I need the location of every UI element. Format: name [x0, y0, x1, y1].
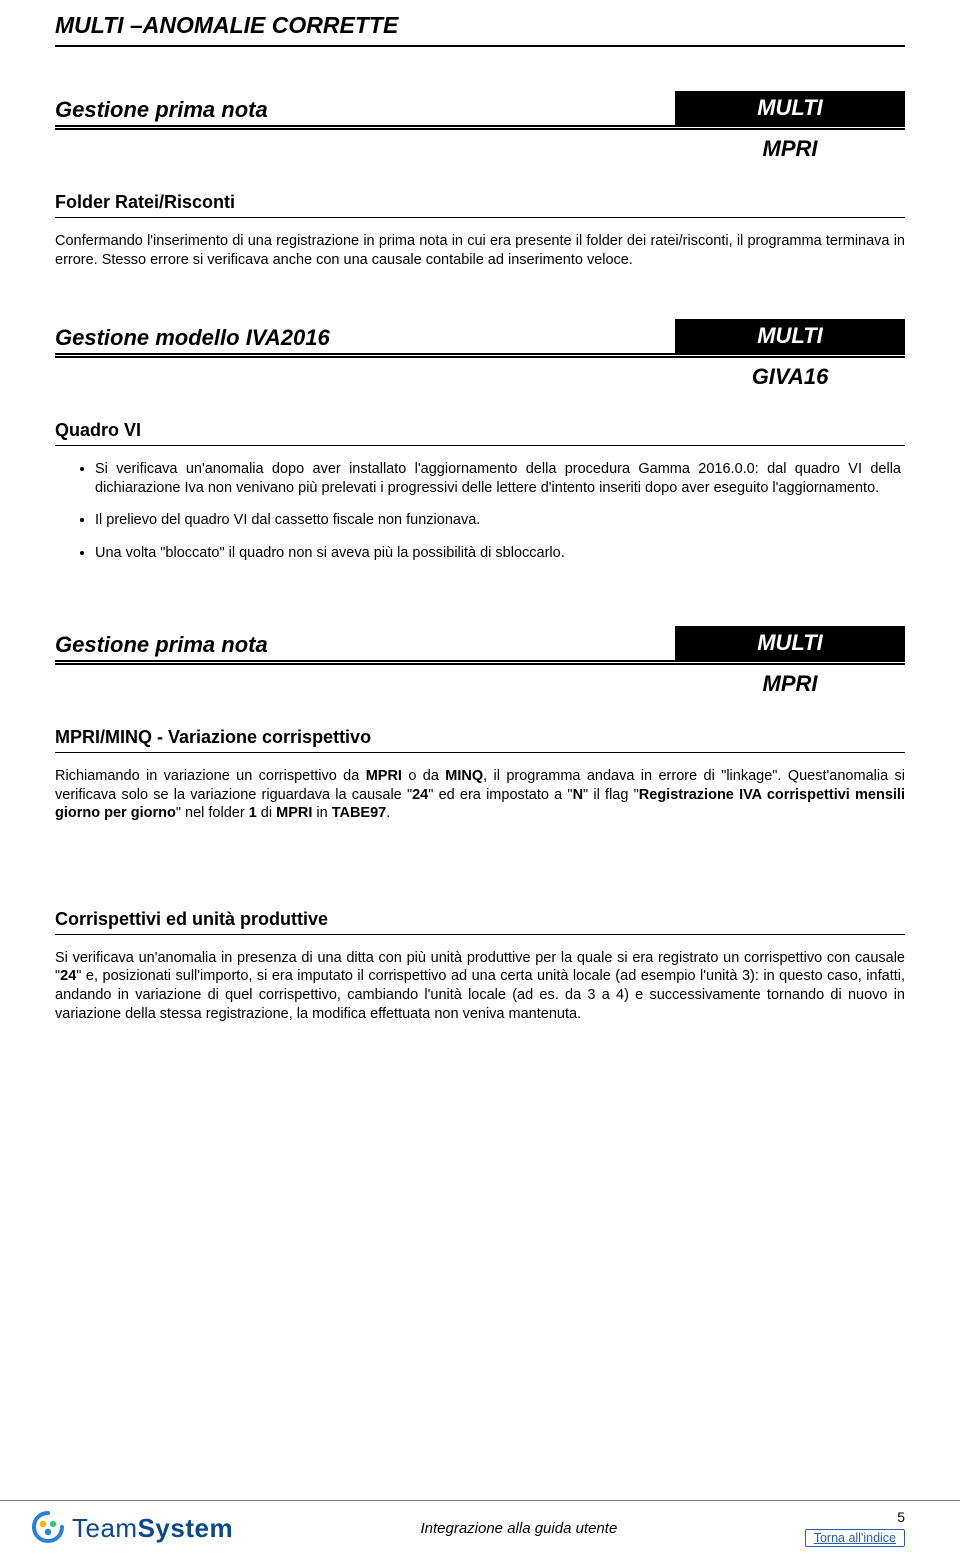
module-subcode: MPRI [675, 130, 905, 166]
section-title: Gestione prima nota [55, 91, 268, 125]
list-item: Una volta "bloccato" il quadro non si av… [95, 544, 905, 563]
body-paragraph: Richiamando in variazione un corrispetti… [55, 767, 905, 823]
module-badge: MULTI [675, 626, 905, 660]
footer-center-text: Integrazione alla guida utente [233, 1520, 805, 1537]
sub-heading: MPRI/MINQ - Variazione corrispettivo [55, 727, 905, 753]
module-badge: MULTI [675, 91, 905, 125]
page-number: 5 [897, 1509, 905, 1525]
sub-heading: Quadro VI [55, 420, 905, 446]
list-item: Si verificava un'anomalia dopo aver inst… [95, 460, 905, 497]
section-title: Gestione prima nota [55, 626, 268, 660]
list-item: Il prelievo del quadro VI dal cassetto f… [95, 511, 905, 530]
sub-heading: Corrispettivi ed unità produttive [55, 909, 905, 935]
bullet-list: Si verificava un'anomalia dopo aver inst… [95, 460, 905, 562]
section-header: Gestione prima nota MULTI [55, 626, 905, 665]
back-to-index-link[interactable]: Torna all'indice [805, 1529, 905, 1547]
body-paragraph: Confermando l'inserimento di una registr… [55, 232, 905, 269]
page-footer: TeamSystem Integrazione alla guida utent… [0, 1500, 960, 1561]
page-title: MULTI –ANOMALIE CORRETTE [55, 12, 905, 47]
module-subcode: GIVA16 [675, 358, 905, 394]
logo-text: TeamSystem [72, 1513, 233, 1544]
section-header: Gestione prima nota MULTI [55, 91, 905, 130]
section-title: Gestione modello IVA2016 [55, 319, 330, 353]
footer-logo: TeamSystem [30, 1510, 233, 1546]
module-badge: MULTI [675, 319, 905, 353]
body-paragraph: Si verificava un'anomalia in presenza di… [55, 949, 905, 1023]
logo-icon [30, 1510, 66, 1546]
sub-heading: Folder Ratei/Risconti [55, 192, 905, 218]
section-header: Gestione modello IVA2016 MULTI [55, 319, 905, 358]
module-subcode: MPRI [675, 665, 905, 701]
